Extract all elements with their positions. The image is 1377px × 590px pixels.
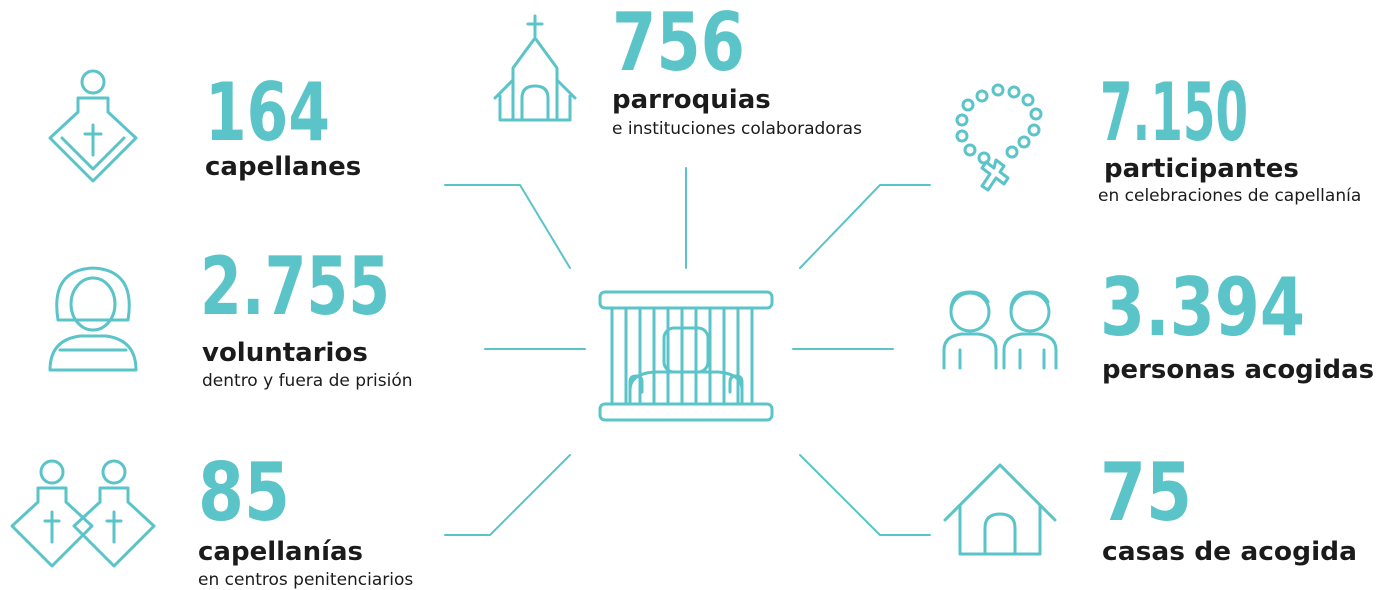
- stat-number: 7.150: [1100, 66, 1248, 159]
- stat-label: casas de acogida: [1102, 537, 1357, 567]
- stat-number: 85: [198, 446, 290, 539]
- rosary-icon: [955, 83, 1043, 192]
- connectors: [444, 167, 931, 536]
- stat-sublabel: dentro y fuera de prisión: [202, 371, 413, 391]
- chaplains-icon: [10, 459, 156, 568]
- church-icon: [493, 14, 577, 122]
- jail-icon: [598, 290, 774, 422]
- stat-label: capellanes: [205, 152, 361, 182]
- people-icon: [942, 290, 1058, 370]
- stat-label: voluntarios: [202, 338, 368, 368]
- stat-number: 756: [612, 0, 745, 89]
- stat-label: parroquias: [612, 85, 771, 115]
- stat-label: participantes: [1104, 154, 1299, 184]
- stat-label: personas acogidas: [1102, 355, 1374, 385]
- stat-sublabel: en centros penitenciarios: [198, 570, 413, 590]
- chaplain-icon: [48, 69, 138, 183]
- stat-number: 75: [1100, 446, 1192, 539]
- volunteer-icon: [48, 266, 138, 372]
- stat-number: 2.755: [200, 240, 390, 333]
- stat-number: 164: [205, 66, 330, 159]
- stat-sublabel: en celebraciones de capellanía: [1098, 186, 1361, 206]
- house-icon: [943, 463, 1057, 556]
- stat-sublabel: e instituciones colaboradoras: [612, 119, 862, 139]
- stat-label: capellanías: [198, 537, 363, 567]
- stat-number: 3.394: [1100, 261, 1305, 354]
